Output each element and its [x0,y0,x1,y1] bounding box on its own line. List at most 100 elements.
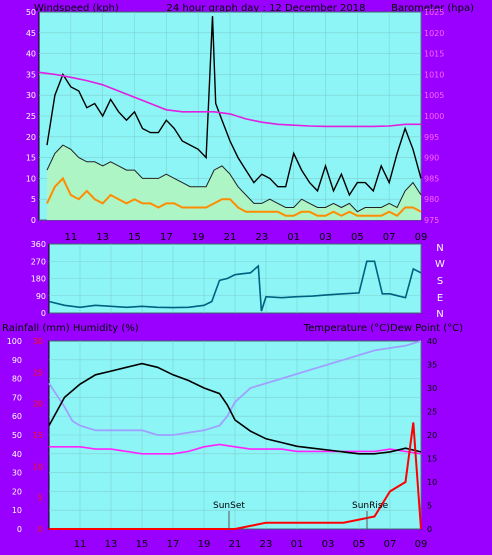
rainfall-line [49,422,422,530]
compass-n-4: N [436,309,443,320]
temperature-x-ticks: 11 13 15 17 19 21 23 01 03 05 07 09 [74,539,428,550]
wind-y-tick-10: 10 [26,174,36,183]
temp-x-tick-21: 21 [229,539,242,550]
wind-x-tick-13: 13 [96,232,109,243]
wind-x-tick-15: 15 [128,232,141,243]
wind-y-tick-50: 50 [26,8,36,17]
hum-y-tick-60: 60 [12,412,22,421]
temp-y-tick-5: 5 [427,502,432,511]
wind-y-tick-5: 5 [31,195,36,204]
hum-y-tick-90: 90 [12,356,22,365]
hum-y-tick-30: 30 [12,469,22,478]
wind-y-tick-25: 25 [26,112,36,121]
temp-y-tick-15: 15 [427,455,437,464]
rain-y-tick-5: 5 [38,494,43,503]
baro-y-tick-980: 980 [424,195,439,204]
dir-y-tick-360: 360 [31,240,46,249]
compass-s-2: S [437,276,443,287]
dir-y-tick-90: 90 [36,292,46,301]
wind-x-tick-21: 21 [224,232,237,243]
graph-title: 24 hour graph day : 12 December 2018 [167,3,366,14]
hum-y-tick-40: 40 [12,450,22,459]
temp-x-tick-07: 07 [384,539,397,550]
wind-x-tick-17: 17 [160,232,173,243]
wind-x-tick-07: 07 [383,232,396,243]
temp-x-tick-15: 15 [136,539,149,550]
temperature-axis-label: Temperature (°C)Dew Point (°C) [303,323,463,334]
baro-y-tick-1025: 1025 [424,8,444,17]
baro-y-tick-975: 975 [424,216,439,225]
wind-x-tick-19: 19 [192,232,205,243]
wind-y-tick-0: 0 [31,216,36,225]
wind-x-tick-05: 05 [351,232,364,243]
temperature-y-ticks: 0 5 10 15 20 25 30 35 40 [427,337,437,534]
temp-x-tick-05: 05 [353,539,366,550]
wind-panel: Windspeed (kph) 24 hour graph day : 12 D… [26,3,474,243]
temp-y-tick-10: 10 [427,478,437,487]
wind-y-ticks: 0 5 10 15 20 25 30 35 40 45 50 [26,8,36,225]
wind-series [38,16,422,220]
rain-y-tick-20: 20 [33,400,43,409]
compass-e-3: E [437,293,443,304]
baro-y-tick-1000: 1000 [424,112,444,121]
compass-n-0: N [436,243,443,254]
dir-y-tick-270: 270 [31,257,46,266]
hum-y-tick-10: 10 [12,506,22,515]
hum-y-tick-0: 0 [17,525,22,534]
temp-y-tick-25: 25 [427,408,437,417]
baro-y-tick-1005: 1005 [424,91,444,100]
direction-y-ticks: 0 90 180 270 360 [31,240,46,318]
temp-y-tick-40: 40 [427,337,437,346]
hum-y-tick-50: 50 [12,431,22,440]
wind-x-tick-01: 01 [287,232,300,243]
baro-y-tick-1010: 1010 [424,70,444,79]
wind-x-tick-03: 03 [319,232,332,243]
direction-line [48,260,422,312]
hum-y-tick-100: 100 [7,337,22,346]
baro-y-tick-985: 985 [424,174,439,183]
wind-y-tick-15: 15 [26,154,36,163]
wind-y-tick-30: 30 [26,91,36,100]
rain-y-tick-25: 25 [33,368,43,377]
baro-y-tick-990: 990 [424,154,439,163]
wind-axis-label: Windspeed (kph) [34,3,119,14]
humidity-y-ticks: 0 10 20 30 40 50 60 70 80 90 100 [7,337,22,534]
baro-y-tick-1020: 1020 [424,29,444,38]
wind-direction-trace [46,176,422,218]
hum-y-tick-70: 70 [12,393,22,402]
temp-x-tick-11: 11 [74,539,87,550]
rain-y-ticks: 0 5 10 15 20 25 30 [33,337,43,534]
barometer-y-ticks: 975 980 985 990 995 1000 1005 1010 1015 1020 1025 [424,8,444,225]
wind-x-tick-11: 11 [64,232,77,243]
wind-x-tick-23: 23 [255,232,268,243]
dewpoint-line [49,443,422,455]
wind-y-tick-40: 40 [26,50,36,59]
hum-y-tick-80: 80 [12,375,22,384]
temperature-panel: Rainfall (mm) Humidity (%) Temperature (… [2,323,463,550]
rain-y-tick-10: 10 [33,462,43,471]
temperature-grid [49,340,422,530]
sunrise-label: SunRise [352,501,389,511]
hum-y-tick-20: 20 [12,487,22,496]
direction-series [48,260,422,312]
temp-y-tick-0: 0 [427,525,432,534]
rain-y-tick-30: 30 [33,337,43,346]
rain-y-tick-15: 15 [33,431,43,440]
dir-y-tick-0: 0 [41,309,46,318]
compass-w-1: W [435,259,445,270]
wind-y-tick-35: 35 [26,70,36,79]
temp-x-tick-03: 03 [322,539,335,550]
rain-y-tick-0: 0 [38,525,43,534]
wind-x-ticks: 11 13 15 17 19 21 23 01 03 05 07 09 [64,232,427,243]
temp-y-tick-20: 20 [427,431,437,440]
direction-grid [49,243,422,314]
sunset-label: SunSet [213,501,245,511]
barometer-axis-label: Barometer (hpa) [391,3,474,14]
temp-x-tick-19: 19 [198,539,211,550]
humidity-line [48,362,422,455]
temp-x-tick-23: 23 [260,539,273,550]
temp-x-tick-01: 01 [291,539,304,550]
wind-gust-line [46,16,422,197]
